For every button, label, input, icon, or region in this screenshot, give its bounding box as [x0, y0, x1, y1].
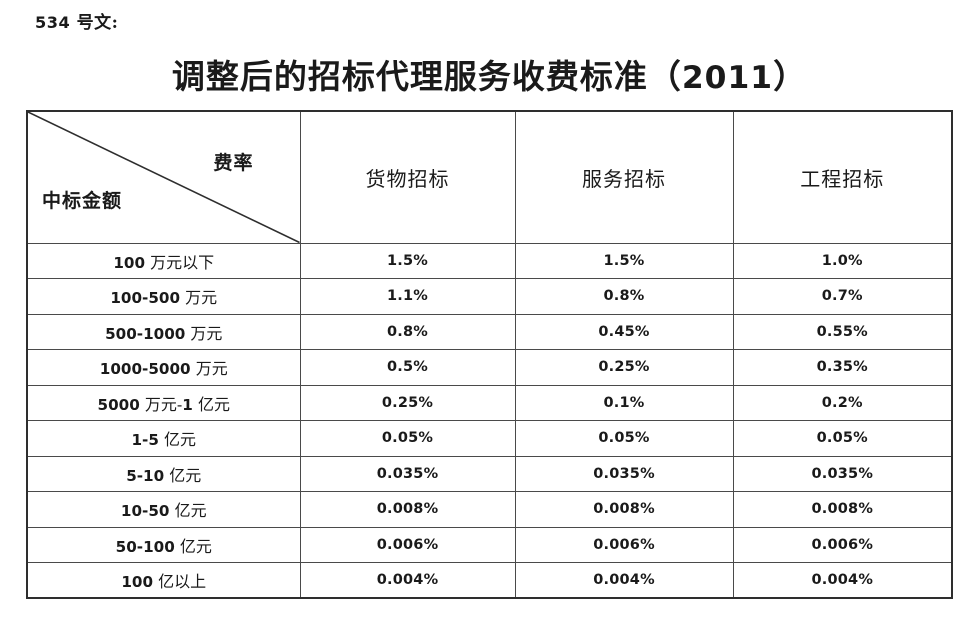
page-title: 调整后的招标代理服务收费标准（2011） [171, 57, 808, 96]
row-label: 100-500 万元 [26, 278, 301, 315]
table-row: 10-50 亿元 0.008% 0.008% 0.008% [26, 491, 953, 528]
row-label: 500-1000 万元 [26, 313, 301, 350]
column-header-services: 服务招标 [514, 110, 734, 244]
rate-value: 0.45% [514, 313, 734, 350]
rate-value: 0.25% [514, 349, 734, 386]
column-header-engineering: 工程招标 [732, 110, 953, 244]
table-row: 1-5 亿元 0.05% 0.05% 0.05% [26, 420, 953, 457]
rate-value: 0.8% [299, 313, 516, 350]
table-row: 1000-5000 万元 0.5% 0.25% 0.35% [26, 349, 953, 386]
row-label: 5-10 亿元 [26, 455, 301, 492]
row-label: 5000 万元-1 亿元 [26, 384, 301, 421]
rate-value: 0.035% [299, 455, 516, 492]
rate-value: 1.5% [299, 242, 516, 279]
column-header-goods: 货物招标 [299, 110, 516, 244]
rate-value: 0.008% [514, 491, 734, 528]
table-row: 500-1000 万元 0.8% 0.45% 0.55% [26, 313, 953, 350]
fee-table: 费率 中标金额 货物招标 服务招标 工程招标 100 万元以下 1.5% 1.5… [26, 110, 953, 599]
rate-value: 0.25% [299, 384, 516, 421]
rate-value: 0.55% [732, 313, 953, 350]
row-label: 1-5 亿元 [26, 420, 301, 457]
rate-value: 1.1% [299, 278, 516, 315]
rate-value: 0.006% [514, 526, 734, 563]
rate-value: 0.05% [514, 420, 734, 457]
corner-cell: 费率 中标金额 [26, 110, 301, 244]
table-row: 5000 万元-1 亿元 0.25% 0.1% 0.2% [26, 384, 953, 421]
row-label: 100 万元以下 [26, 242, 301, 279]
rate-value: 1.5% [514, 242, 734, 279]
rate-value: 0.008% [732, 491, 953, 528]
rate-value: 0.006% [732, 526, 953, 563]
corner-label-rate: 费率 [213, 152, 254, 174]
rate-value: 0.05% [299, 420, 516, 457]
rate-value: 0.008% [299, 491, 516, 528]
rate-value: 0.035% [514, 455, 734, 492]
table-row: 50-100 亿元 0.006% 0.006% 0.006% [26, 526, 953, 563]
doc-number: 534 号文: [35, 13, 119, 33]
rate-value: 0.7% [732, 278, 953, 315]
rate-value: 0.035% [732, 455, 953, 492]
rate-value: 0.35% [732, 349, 953, 386]
rate-value: 0.004% [514, 562, 734, 599]
row-label: 1000-5000 万元 [26, 349, 301, 386]
rate-value: 0.006% [299, 526, 516, 563]
rate-value: 0.1% [514, 384, 734, 421]
table-row: 100-500 万元 1.1% 0.8% 0.7% [26, 278, 953, 315]
row-label: 50-100 亿元 [26, 526, 301, 563]
row-label: 10-50 亿元 [26, 491, 301, 528]
row-label: 100 亿以上 [26, 562, 301, 599]
rate-value: 0.004% [299, 562, 516, 599]
corner-label-amount: 中标金额 [42, 189, 123, 212]
rate-value: 0.004% [732, 562, 953, 599]
table-row: 5-10 亿元 0.035% 0.035% 0.035% [26, 455, 953, 492]
rate-value: 0.05% [732, 420, 953, 457]
table-row: 100 亿以上 0.004% 0.004% 0.004% [26, 562, 953, 599]
table-row: 100 万元以下 1.5% 1.5% 1.0% [26, 242, 953, 279]
rate-value: 0.2% [732, 384, 953, 421]
rate-value: 0.8% [514, 278, 734, 315]
diagonal-divider-line [28, 112, 299, 242]
table-header-row: 费率 中标金额 货物招标 服务招标 工程招标 [26, 110, 953, 244]
rate-value: 1.0% [732, 242, 953, 279]
rate-value: 0.5% [299, 349, 516, 386]
